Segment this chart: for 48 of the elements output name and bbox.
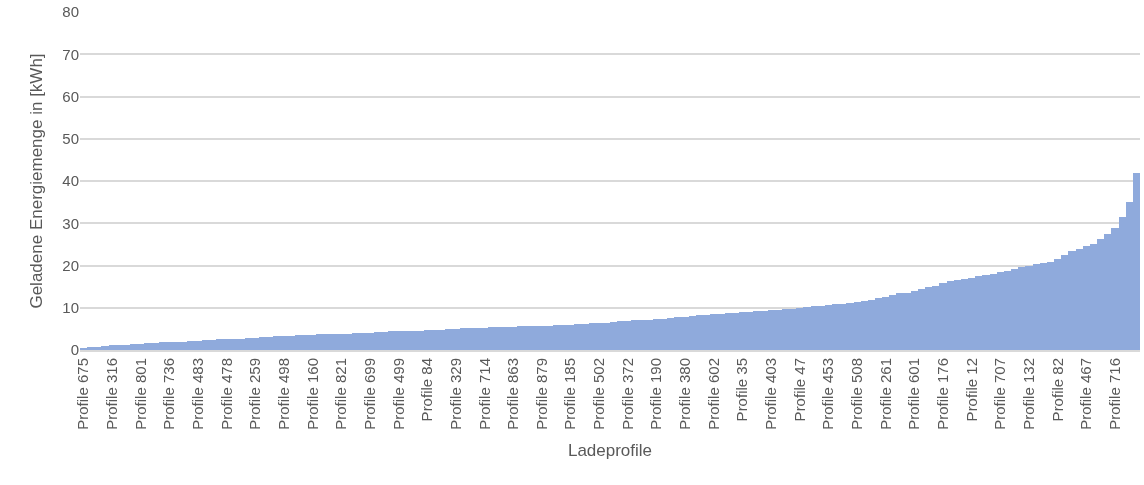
y-tick-label: 40 [62,172,79,190]
y-axis-title: Geladene Energiemenge in [kWh] [26,53,46,309]
x-tick-label: Profile 190 [647,358,665,430]
x-tick-label: Profile 499 [389,358,407,430]
x-axis-title: Ladeprofile [567,440,653,460]
x-tick-label: Profile 714 [475,358,493,430]
x-tick-label: Profile 863 [504,358,522,430]
y-tick-label: 10 [62,299,79,316]
x-tick-label: Profile 675 [74,358,92,430]
x-tick-label: Profile 699 [360,358,378,430]
x-tick-label: Profile 707 [991,358,1009,430]
x-tick-label: Profile 259 [246,358,264,430]
x-tick-label: Profile 453 [819,358,837,430]
x-tick-label: Profile 502 [590,358,608,430]
y-tick-label: 20 [62,256,79,274]
x-tick-label: Profile 602 [704,358,722,430]
x-tick-label: Profile 47 [790,358,808,422]
y-tick-label: 50 [62,130,79,147]
y-tick-label: 80 [62,3,79,21]
x-tick-label: Profile 132 [1019,358,1037,430]
x-tick-label: Profile 82 [1048,358,1066,422]
x-tick-label: Profile 160 [303,358,321,430]
y-tick-label: 30 [62,214,79,232]
x-tick-label: Profile 879 [532,358,550,430]
x-tick-label: Profile 601 [905,358,923,430]
x-tick-label: Profile 84 [418,358,436,422]
x-tick-label: Profile 329 [446,358,464,430]
x-tick-label: Profile 498 [274,358,292,430]
y-tick-label: 60 [62,87,79,105]
y-tick-label: 70 [62,45,79,63]
x-tick-label: Profile 316 [103,358,121,430]
x-tick-label: Profile 716 [1105,358,1123,430]
x-tick-label: Profile 403 [762,358,780,430]
x-tick-label: Profile 508 [847,358,865,430]
x-tick-label: Profile 380 [676,358,694,430]
x-tick-label: Profile 261 [876,358,894,430]
x-tick-label: Profile 821 [332,358,350,430]
x-tick-label: Profile 35 [733,358,751,422]
x-tick-label: Profile 372 [618,358,636,430]
x-tick-label: Profile 801 [131,358,149,430]
x-tick-label: Profile 467 [1077,358,1095,430]
x-tick-label: Profile 736 [160,358,178,430]
x-tick-label: Profile 176 [933,358,951,430]
x-tick-label: Profile 185 [561,358,579,430]
x-tick-label: Profile 478 [217,358,235,430]
x-tick-label: Profile 12 [962,358,980,422]
x-tick-label: Profile 483 [189,358,207,430]
y-tick-label: 0 [70,341,79,359]
